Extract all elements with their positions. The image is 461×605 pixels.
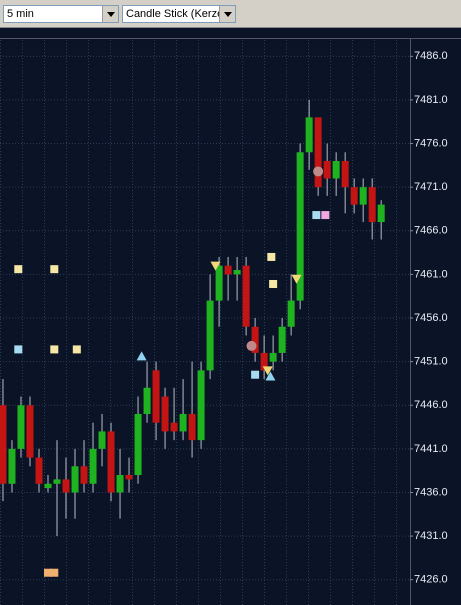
candle-body — [44, 483, 52, 489]
triangle-marker — [262, 366, 273, 376]
candle-body — [377, 204, 385, 223]
square-marker — [43, 568, 52, 577]
vertical-grid — [0, 38, 410, 605]
y-tick-label: 7441.0 — [414, 443, 448, 455]
candle-body — [53, 479, 61, 484]
candle-body — [215, 265, 223, 301]
candle-body — [134, 413, 142, 476]
square-marker — [50, 568, 59, 577]
candle-body — [287, 300, 295, 327]
y-tick-label: 7481.0 — [414, 94, 448, 106]
square-marker — [50, 345, 59, 354]
candle-body — [143, 387, 151, 414]
square-marker — [269, 279, 278, 288]
circle-marker — [313, 166, 324, 177]
square-marker — [14, 265, 23, 274]
y-tick-label: 7466.0 — [414, 225, 448, 237]
triangle-marker — [265, 371, 276, 381]
chart-style-value: Candle Stick (Kerze — [126, 8, 224, 20]
triangle-marker — [210, 261, 221, 271]
candle-body — [359, 187, 367, 205]
interval-value: 5 min — [7, 8, 34, 20]
candle-body — [80, 466, 88, 484]
square-marker — [321, 211, 330, 220]
candle-body — [242, 265, 250, 327]
square-marker — [267, 252, 276, 261]
candle-body — [278, 326, 286, 353]
square-marker — [14, 345, 23, 354]
square-marker — [312, 211, 321, 220]
candle-body — [116, 475, 124, 493]
candle-body — [368, 187, 376, 223]
candle-body — [233, 270, 241, 275]
candle-body — [170, 422, 178, 432]
chart-style-select[interactable]: Candle Stick (Kerze — [122, 5, 236, 23]
candle-body — [62, 479, 70, 493]
candle-body — [332, 160, 340, 179]
candle-body — [125, 475, 133, 480]
candle-body — [305, 117, 313, 153]
candle-body — [71, 466, 79, 493]
candle-body — [152, 370, 160, 423]
candle-body — [206, 300, 214, 371]
candle-body — [197, 370, 205, 441]
y-tick-label: 7451.0 — [414, 356, 448, 368]
candle-body — [0, 405, 7, 484]
dropdown-button[interactable] — [219, 6, 235, 22]
y-tick-label: 7426.0 — [414, 574, 448, 586]
candle-body — [26, 405, 34, 458]
candle-body — [188, 413, 196, 441]
candle-body — [8, 448, 16, 484]
square-marker — [72, 345, 81, 354]
y-tick-label: 7446.0 — [414, 399, 448, 411]
candle-body — [251, 326, 259, 353]
interval-select[interactable]: 5 min — [3, 5, 119, 23]
circle-marker — [246, 340, 257, 351]
toolbar: 5 min Candle Stick (Kerze — [0, 0, 461, 28]
candle-body — [107, 431, 115, 493]
candle-body — [161, 396, 169, 432]
candle-body — [296, 152, 304, 301]
y-tick-label: 7431.0 — [414, 530, 448, 542]
candle-body — [260, 352, 268, 371]
candle-body — [98, 431, 106, 449]
candle-body — [224, 265, 232, 275]
candle-body — [17, 405, 25, 449]
candle-body — [323, 160, 331, 179]
square-marker — [251, 370, 260, 379]
y-tick-label: 7436.0 — [414, 486, 448, 498]
y-tick-label: 7486.0 — [414, 50, 448, 62]
triangle-marker — [291, 274, 302, 284]
y-tick-label: 7476.0 — [414, 137, 448, 149]
candle-body — [350, 187, 358, 205]
candle-body — [269, 352, 277, 362]
candle-body — [179, 413, 187, 432]
candle-body — [314, 117, 322, 188]
candle-body — [341, 160, 349, 188]
y-tick-label: 7471.0 — [414, 181, 448, 193]
candle-body — [35, 457, 43, 484]
candle-body — [89, 448, 97, 484]
chart: 7486.0 7481.0 7476.0 7471.0 7466.0 7461.0 7456… — [0, 38, 461, 605]
square-marker — [50, 265, 59, 274]
y-tick-label: 7461.0 — [414, 268, 448, 280]
triangle-marker — [136, 351, 147, 361]
y-tick-label: 7456.0 — [414, 312, 448, 324]
dropdown-button[interactable] — [102, 6, 118, 22]
